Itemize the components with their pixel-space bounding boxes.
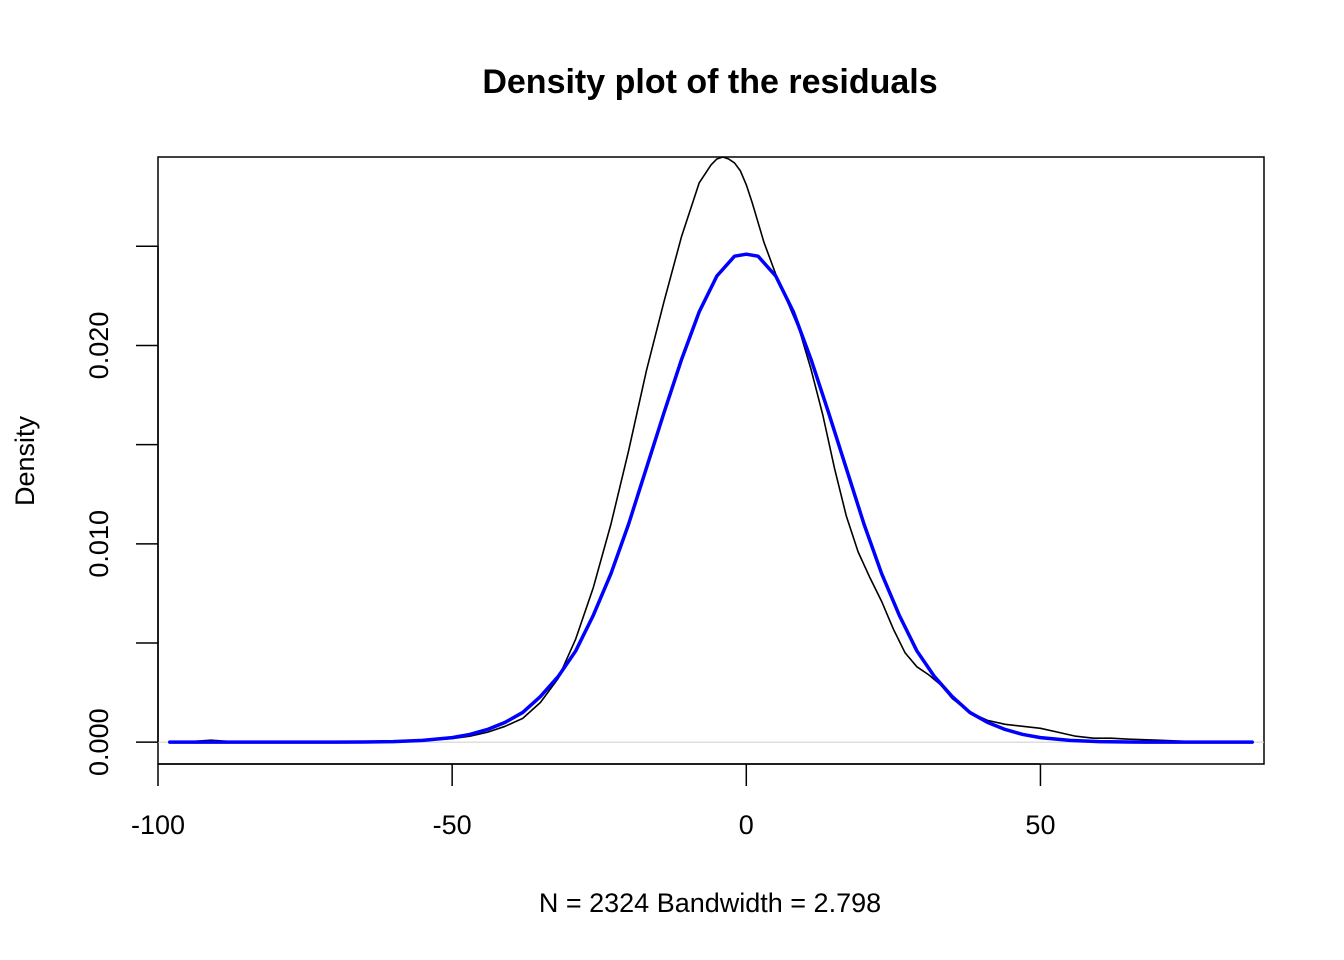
x-axis-label: N = 2324 Bandwidth = 2.798: [539, 888, 881, 918]
x-tick-label: -100: [131, 810, 185, 840]
y-tick-label: 0.000: [84, 708, 114, 776]
series-layer: [168, 156, 1254, 744]
normal-fit-curve: [168, 252, 1254, 744]
x-tick-label: 50: [1025, 810, 1055, 840]
y-axis: 0.000 0.010 0.020: [84, 245, 159, 776]
plot-frame: [157, 156, 1265, 765]
chart-title: Density plot of the residuals: [482, 63, 937, 101]
x-tick-label: -50: [433, 810, 472, 840]
y-axis-label: Density: [10, 415, 40, 506]
y-tick-label: 0.010: [84, 510, 114, 578]
x-axis: -100 -50 0 50: [131, 763, 1055, 840]
density-curve: [168, 156, 1254, 743]
y-tick-label: 0.020: [84, 312, 114, 380]
x-tick-label: 0: [739, 810, 754, 840]
